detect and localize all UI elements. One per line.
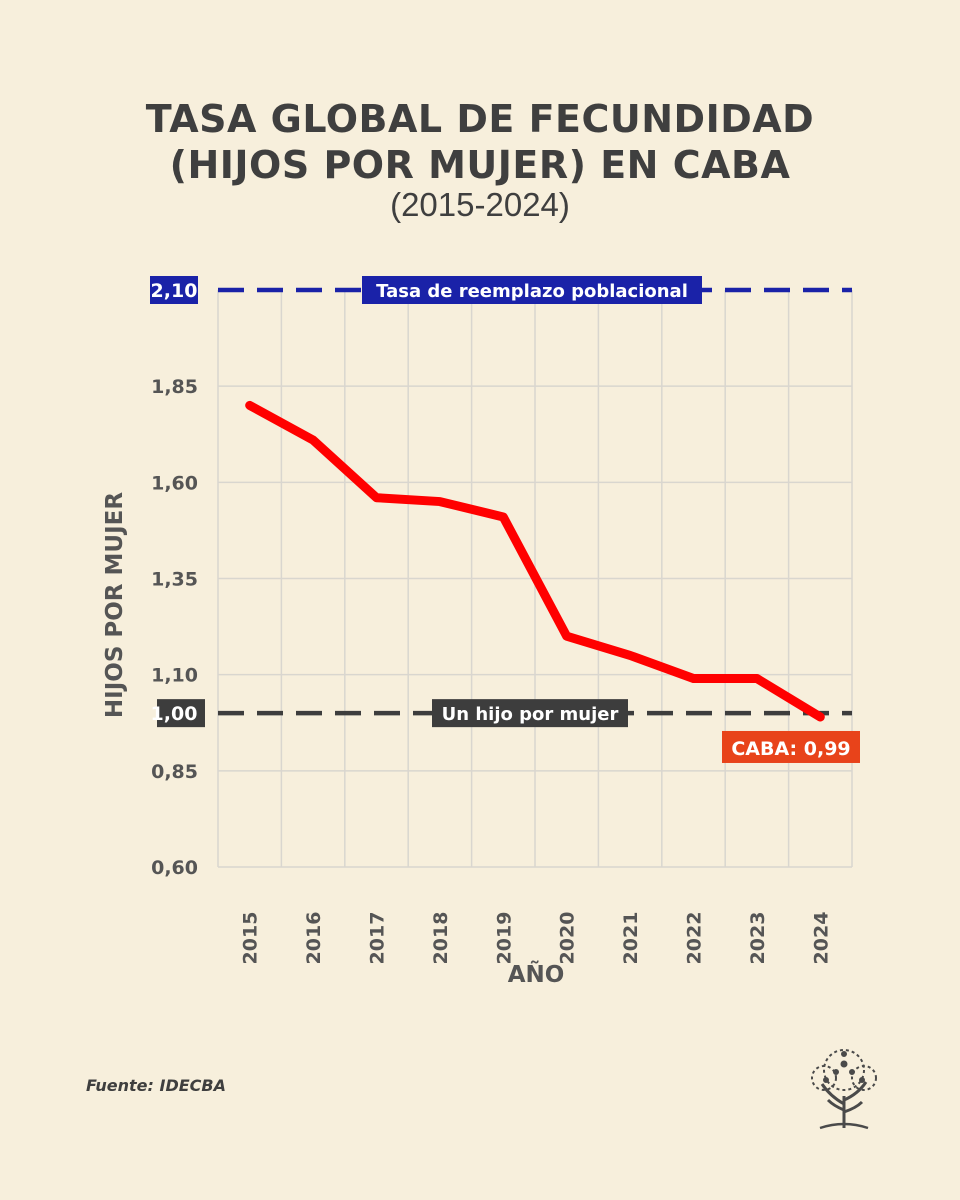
data-point (565, 635, 568, 638)
x-axis-label: AÑO (508, 960, 565, 988)
x-tick-label: 2017 (367, 912, 389, 965)
reference-value-label: 1,00 (151, 703, 198, 725)
y-tick-label: 0,85 (151, 761, 198, 783)
x-tick-label: 2020 (557, 912, 579, 965)
data-point (248, 404, 251, 407)
series-line (245, 400, 825, 722)
reference-line-label: Tasa de reemplazo poblacional (376, 281, 688, 302)
y-tick-label: 1,10 (151, 665, 198, 687)
data-point (438, 500, 441, 503)
x-tick-label: 2016 (303, 912, 325, 965)
x-tick-label: 2022 (684, 912, 706, 965)
x-tick-label: 2024 (810, 912, 832, 965)
title-line-2: (HIJOS POR MUJER) EN CABA (169, 143, 791, 187)
tree-icon (811, 1049, 877, 1130)
reference-value-label: 2,10 (151, 280, 198, 302)
data-point (502, 515, 505, 518)
reference-label-box (362, 276, 702, 304)
x-tick-label: 2019 (493, 912, 515, 965)
reference-value-box (157, 699, 205, 728)
y-tick-label: 1,35 (151, 569, 198, 591)
x-tick-label: 2018 (430, 912, 452, 965)
reference-line-label: Un hijo por mujer (442, 704, 619, 725)
data-point (629, 654, 632, 657)
data-point (692, 677, 695, 680)
y-tick-label: 1,85 (151, 376, 198, 398)
y-tick-label: 0,60 (151, 857, 198, 879)
reference-label-box (432, 699, 628, 728)
source-note: Fuente: IDECBA (86, 1076, 226, 1095)
title-line-1: TASA GLOBAL DE FECUNDIDAD (145, 97, 815, 141)
x-tick-label: 2015 (240, 912, 262, 965)
reference-value-box (150, 276, 198, 304)
data-point (375, 496, 378, 499)
chart-subtitle: (2015-2024) (390, 186, 570, 223)
y-tick-label: 1,60 (151, 472, 198, 494)
x-tick-label: 2021 (620, 912, 642, 965)
data-point (312, 439, 315, 442)
data-point (819, 715, 822, 718)
chart-title: TASA GLOBAL DE FECUNDIDAD (HIJOS POR MUJ… (0, 96, 960, 188)
annotation-label: CABA: 0,99 (731, 738, 850, 760)
x-tick-label: 2023 (747, 912, 769, 965)
data-point (755, 677, 758, 680)
annotation-box (722, 730, 860, 763)
y-axis-label: HIJOS POR MUJER (102, 492, 128, 718)
